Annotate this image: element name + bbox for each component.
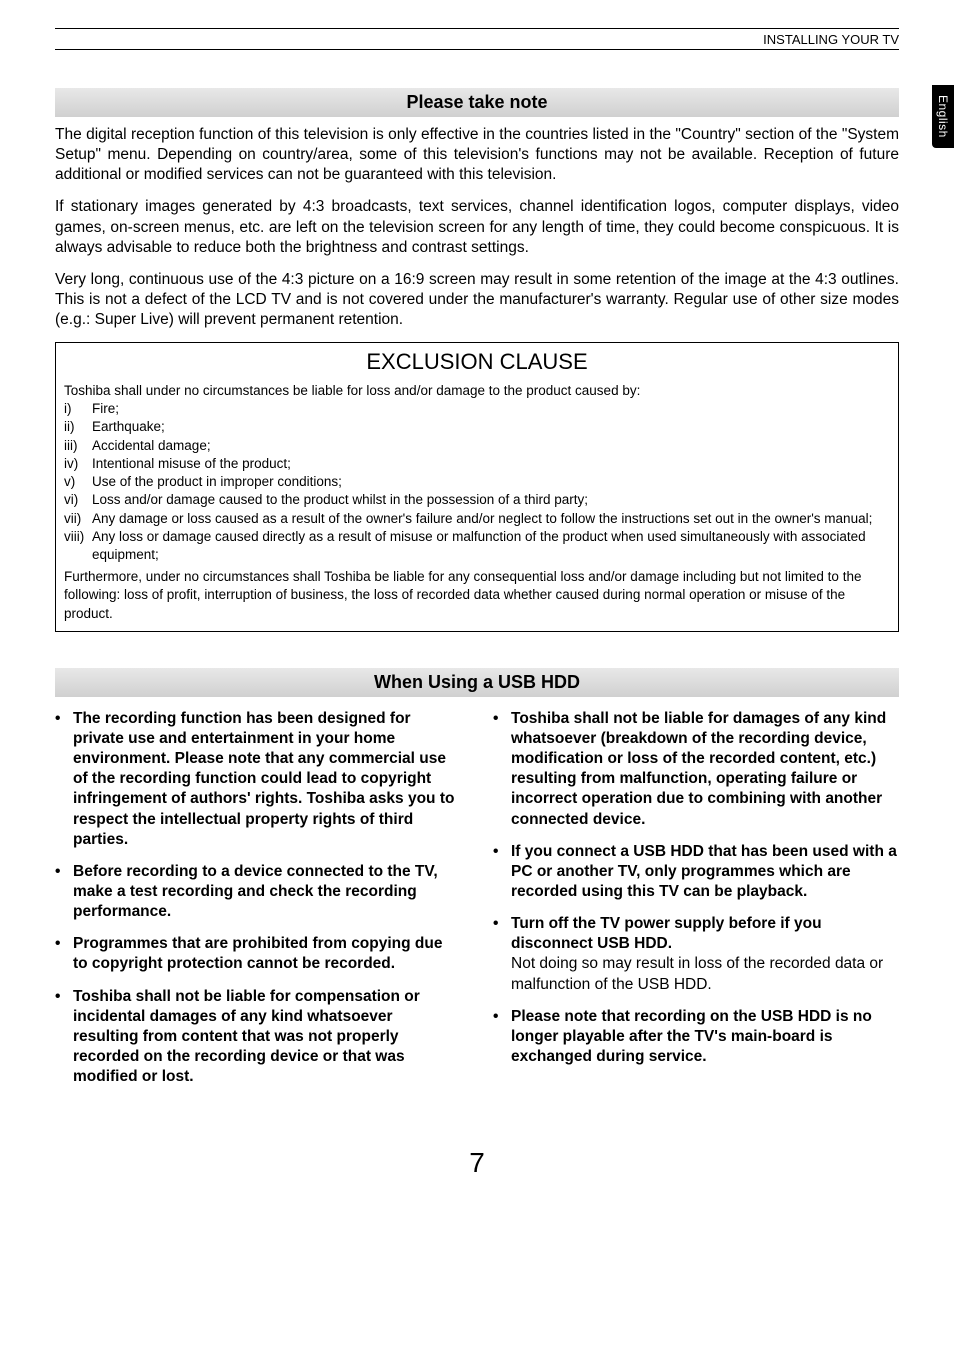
exclusion-item: vi)Loss and/or damage caused to the prod… <box>64 491 890 509</box>
exclusion-title: EXCLUSION CLAUSE <box>64 349 890 375</box>
bullet-text: Toshiba shall not be liable for compensa… <box>73 987 461 1088</box>
exclusion-item: viii)Any loss or damage caused directly … <box>64 528 890 564</box>
right-column: •Toshiba shall not be liable for damages… <box>493 709 899 1099</box>
bullet-item: •Programmes that are prohibited from cop… <box>55 934 461 974</box>
bullet-text: Please note that recording on the USB HD… <box>511 1007 899 1067</box>
item-num: iii) <box>64 437 92 455</box>
note-paragraph-1: The digital reception function of this t… <box>55 125 899 185</box>
item-num: vii) <box>64 510 92 528</box>
bullet-icon: • <box>493 709 511 830</box>
bullet-text: The recording function has been designed… <box>73 709 461 850</box>
bullet-icon: • <box>493 842 511 902</box>
header-bar: INSTALLING YOUR TV <box>55 28 899 50</box>
bullet-item: •Toshiba shall not be liable for compens… <box>55 987 461 1088</box>
bullet-note: Not doing so may result in loss of the r… <box>511 955 883 992</box>
exclusion-item: v)Use of the product in improper conditi… <box>64 473 890 491</box>
section-title-note: Please take note <box>55 88 899 117</box>
item-num: viii) <box>64 528 92 564</box>
item-text: Loss and/or damage caused to the product… <box>92 491 588 509</box>
bullet-icon: • <box>493 914 511 995</box>
bullet-item: •Toshiba shall not be liable for damages… <box>493 709 899 830</box>
exclusion-item: iv)Intentional misuse of the product; <box>64 455 890 473</box>
exclusion-intro: Toshiba shall under no circumstances be … <box>64 383 890 398</box>
item-text: Any damage or loss caused as a result of… <box>92 510 872 528</box>
note-paragraph-2: If stationary images generated by 4:3 br… <box>55 197 899 257</box>
breadcrumb: INSTALLING YOUR TV <box>763 32 899 47</box>
bullet-text: Toshiba shall not be liable for damages … <box>511 709 899 830</box>
bullet-text-with-note: Turn off the TV power supply before if y… <box>511 914 899 995</box>
section-title-usb: When Using a USB HDD <box>55 668 899 697</box>
bullet-icon: • <box>55 987 73 1088</box>
exclusion-item: vii)Any damage or loss caused as a resul… <box>64 510 890 528</box>
left-column: •The recording function has been designe… <box>55 709 461 1099</box>
note-paragraph-3: Very long, continuous use of the 4:3 pic… <box>55 270 899 330</box>
item-num: iv) <box>64 455 92 473</box>
item-text: Earthquake; <box>92 418 165 436</box>
exclusion-item: iii)Accidental damage; <box>64 437 890 455</box>
page-content: INSTALLING YOUR TV Please take note The … <box>0 0 954 1219</box>
item-text: Use of the product in improper condition… <box>92 473 342 491</box>
bullet-text: Programmes that are prohibited from copy… <box>73 934 461 974</box>
language-tab: English <box>932 85 954 148</box>
item-text: Fire; <box>92 400 119 418</box>
exclusion-footer: Furthermore, under no circumstances shal… <box>64 568 890 623</box>
page-number: 7 <box>55 1147 899 1179</box>
exclusion-item: i)Fire; <box>64 400 890 418</box>
exclusion-clause-box: EXCLUSION CLAUSE Toshiba shall under no … <box>55 342 899 632</box>
item-text: Any loss or damage caused directly as a … <box>92 528 890 564</box>
item-num: vi) <box>64 491 92 509</box>
item-text: Intentional misuse of the product; <box>92 455 291 473</box>
bullet-item: •Before recording to a device connected … <box>55 862 461 922</box>
bullet-icon: • <box>55 862 73 922</box>
exclusion-list: i)Fire; ii)Earthquake; iii)Accidental da… <box>64 400 890 564</box>
bullet-item: •Please note that recording on the USB H… <box>493 1007 899 1067</box>
item-num: v) <box>64 473 92 491</box>
bullet-icon: • <box>55 709 73 850</box>
item-text: Accidental damage; <box>92 437 211 455</box>
bullet-text: If you connect a USB HDD that has been u… <box>511 842 899 902</box>
bullet-item: •If you connect a USB HDD that has been … <box>493 842 899 902</box>
bullet-icon: • <box>55 934 73 974</box>
usb-columns: •The recording function has been designe… <box>55 709 899 1099</box>
exclusion-item: ii)Earthquake; <box>64 418 890 436</box>
item-num: i) <box>64 400 92 418</box>
bullet-item: •The recording function has been designe… <box>55 709 461 850</box>
item-num: ii) <box>64 418 92 436</box>
bullet-item: •Turn off the TV power supply before if … <box>493 914 899 995</box>
bullet-text: Before recording to a device connected t… <box>73 862 461 922</box>
bullet-icon: • <box>493 1007 511 1067</box>
